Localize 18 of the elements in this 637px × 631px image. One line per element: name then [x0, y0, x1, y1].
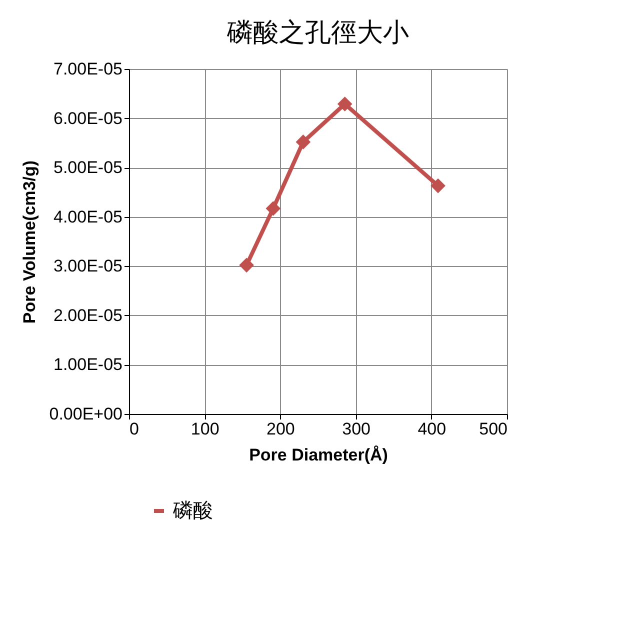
x-tick-label: 200	[266, 420, 295, 438]
y-tick-label: 7.00E-05	[54, 60, 122, 78]
x-tick-label: 500	[479, 420, 508, 438]
y-tick-label: 0.00E+00	[49, 404, 122, 424]
y-tick-label: 2.00E-05	[54, 306, 122, 325]
y-tick-label: 1.00E-05	[54, 355, 122, 374]
y-tick-label: 5.00E-05	[54, 158, 122, 178]
y-tick-label: 4.00E-05	[54, 207, 122, 226]
x-tick-label: 100	[190, 420, 220, 438]
y-tick-label: 6.00E-05	[54, 108, 122, 128]
x-tick-label: 300	[342, 420, 370, 438]
legend-label: 磷酸	[172, 500, 213, 522]
x-tick-label: 400	[418, 420, 446, 438]
chart-title: 磷酸之孔徑大小	[226, 17, 409, 47]
y-axis-title: Pore Volume(cm3/g)	[20, 160, 40, 324]
x-tick-label: 0	[130, 420, 139, 438]
x-axis-title: Pore Diameter(Å)	[249, 446, 388, 464]
y-tick-label: 3.00E-05	[54, 256, 122, 276]
